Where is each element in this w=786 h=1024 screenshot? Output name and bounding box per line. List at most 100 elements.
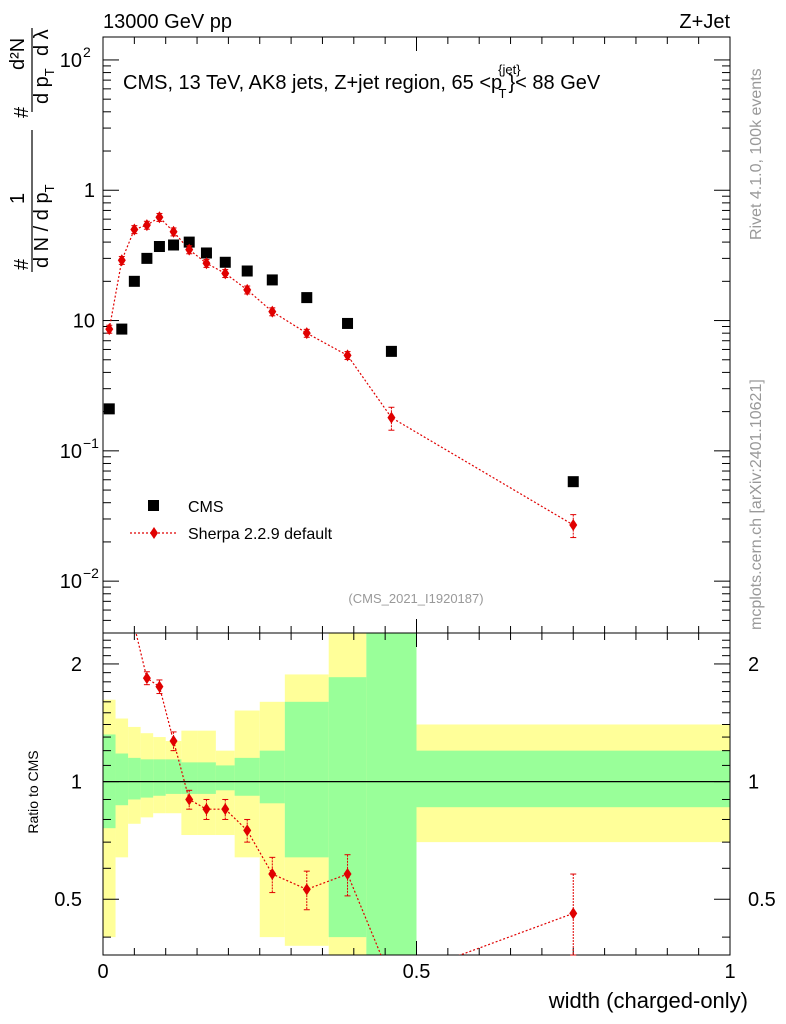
band-inner-7 — [197, 762, 216, 794]
cms-point — [116, 323, 128, 335]
band-inner-1 — [115, 753, 129, 806]
ylabel-hash-1: # — [11, 258, 33, 270]
ratio-point — [569, 907, 578, 920]
ratio-point — [302, 883, 311, 896]
main-y-axis-label: # 1 d N / d pT # d²N d pT d λ — [7, 28, 57, 272]
band-inner-9 — [234, 757, 260, 796]
band-inner-6 — [181, 762, 198, 794]
band-inner-2 — [128, 757, 141, 800]
cms-point — [301, 292, 313, 304]
mc-point — [387, 411, 396, 424]
ratio-y-tick-label-left: 1 — [71, 772, 82, 794]
band-inner-11 — [284, 701, 329, 858]
mc-point — [268, 305, 277, 318]
ratio-point — [142, 672, 151, 685]
ratio-point — [268, 868, 277, 881]
mc-point — [155, 211, 164, 224]
cms-point — [141, 252, 153, 264]
main-y-tick-exponent: −1 — [83, 435, 99, 451]
band-inner-4 — [153, 759, 166, 796]
mc-point — [343, 349, 352, 362]
legend-cms-label: CMS — [188, 499, 224, 516]
ratio-point — [343, 868, 352, 881]
header-right-label: Z+Jet — [679, 11, 730, 33]
cms-point — [153, 241, 165, 253]
mc-point — [221, 267, 230, 280]
ylabel-lambda: d λ — [31, 29, 53, 56]
cms-point — [128, 275, 140, 287]
plot-title: CMS, 13 TeV, AK8 jets, Z+jet region, 65 … — [123, 62, 601, 101]
band-inner-10 — [259, 750, 285, 804]
ylabel-den: d N / d pT — [31, 184, 57, 268]
main-plot-data — [103, 211, 579, 539]
main-panel-frame — [102, 36, 731, 634]
mc-point — [142, 219, 151, 232]
cms-point — [567, 476, 579, 488]
mc-point — [117, 254, 126, 267]
main-y-tick-label: 10 — [60, 441, 82, 463]
ratio-y-tick-label-right: 0.5 — [748, 889, 776, 911]
mc-point — [243, 283, 252, 296]
ratio-plot-data — [135, 633, 578, 956]
ylabel-hash-2: # — [11, 106, 33, 118]
cms-point — [183, 236, 195, 248]
mc-point — [105, 323, 114, 336]
ratio-point — [169, 735, 178, 748]
main-y-tick-exponent: −2 — [83, 565, 99, 581]
main-y-tick-exponent: 2 — [83, 44, 91, 60]
ratio-y-axis-label: Ratio to CMS — [25, 750, 41, 833]
ratio-point — [155, 680, 164, 693]
mc-point — [169, 225, 178, 238]
legend-mc-marker — [150, 527, 158, 539]
legend-mc-label: Sherpa 2.2.9 default — [188, 526, 333, 543]
band-inner-8 — [215, 765, 235, 791]
x-tick-label: 1 — [724, 961, 735, 983]
mc-point — [130, 223, 139, 236]
band-inner-14 — [416, 750, 730, 808]
mcplots-label: mcplots.cern.ch [arXiv:2401.10621] — [748, 379, 765, 630]
ratio-point — [202, 803, 211, 816]
ratio-y-tick-label-right: 2 — [748, 654, 759, 676]
cms-point — [168, 239, 180, 251]
main-y-tick-label: 1 — [84, 180, 95, 202]
mc-line — [108, 216, 574, 526]
main-y-tick-label: 10 — [73, 311, 95, 333]
cms-point — [266, 274, 278, 286]
legend-cms-marker — [148, 500, 159, 511]
ratio-point — [243, 824, 252, 837]
band-outer-8 — [215, 750, 235, 836]
mc-point — [569, 518, 578, 531]
band-inner-3 — [140, 759, 154, 798]
band-inner-5 — [165, 759, 182, 794]
ylabel-num: d²N — [7, 38, 29, 70]
x-axis-label: width (charged-only) — [548, 988, 748, 1013]
main-y-tick-label: 10 — [60, 50, 82, 72]
mc-point — [202, 257, 211, 270]
ratio-point — [185, 793, 194, 806]
cms-point — [219, 256, 231, 268]
cms-point — [241, 265, 253, 277]
rivet-version-label: Rivet 4.1.0, 100k events — [748, 68, 765, 240]
mc-point — [185, 243, 194, 256]
ratio-point — [221, 803, 230, 816]
ratio-y-tick-label-left: 0.5 — [54, 889, 82, 911]
ylabel-num-den: d pT — [31, 68, 57, 104]
analysis-id-label: (CMS_2021_I1920187) — [348, 591, 483, 606]
ylabel-one: 1 — [7, 193, 29, 204]
main-y-tick-label: 10 — [60, 571, 82, 593]
x-tick-label: 0.5 — [403, 961, 431, 983]
ratio-uncertainty-bands — [103, 633, 730, 955]
cms-point — [200, 247, 212, 259]
cms-point — [103, 403, 115, 415]
band-inner-13 — [366, 633, 417, 955]
band-outer-10 — [259, 701, 285, 938]
cms-point — [342, 317, 354, 329]
x-tick-label: 0 — [97, 961, 108, 983]
header-left-label: 13000 GeV pp — [103, 11, 232, 33]
ratio-y-tick-label-right: 1 — [748, 772, 759, 794]
ratio-y-tick-label-left: 2 — [71, 654, 82, 676]
mc-point — [302, 327, 311, 340]
band-inner-12 — [328, 677, 367, 938]
